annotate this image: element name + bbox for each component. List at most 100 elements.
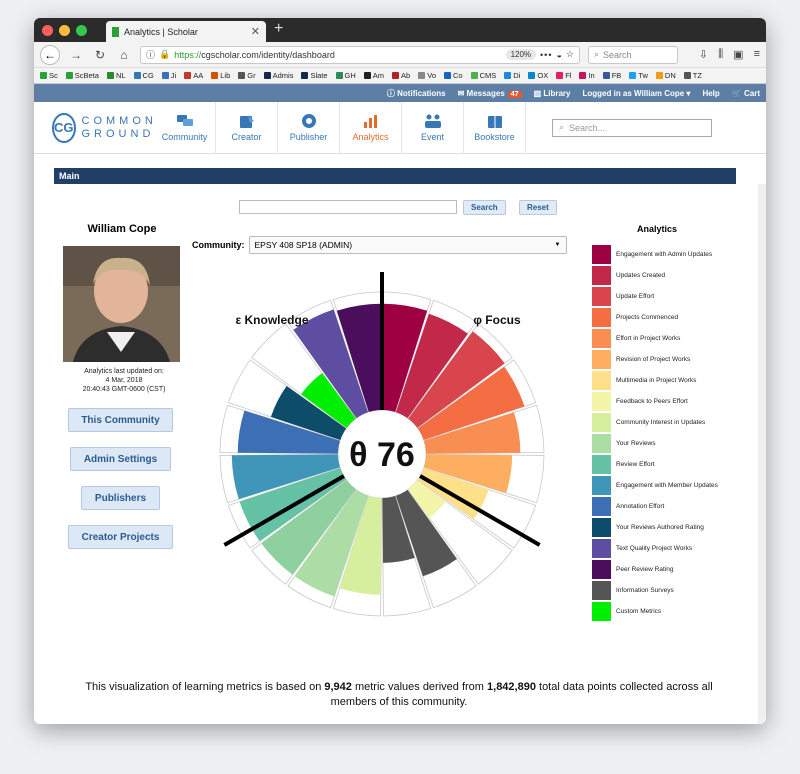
metric-segment[interactable] — [270, 385, 347, 441]
bookmark-item[interactable]: Vo — [418, 71, 436, 80]
bookmark-item[interactable]: DN — [655, 71, 676, 80]
metric-segment[interactable] — [336, 303, 382, 413]
metric-segment[interactable] — [237, 410, 341, 454]
metric-segment[interactable] — [408, 331, 505, 428]
site-search-input[interactable]: ⌕ Search... — [552, 118, 712, 137]
nav-bookstore[interactable]: Bookstore — [464, 101, 526, 154]
library-icon[interactable]: ⫼ — [718, 48, 724, 60]
page-scrollbar[interactable] — [758, 184, 766, 724]
reset-button[interactable]: Reset — [519, 200, 557, 215]
legend-label: Projects Commenced — [616, 313, 679, 321]
help-link[interactable]: Help — [702, 88, 720, 98]
sidebar-icon[interactable]: ▣ — [733, 49, 744, 61]
left-button-this-community[interactable]: This Community — [68, 408, 173, 432]
bookmarks-bar: Sc ScBeta NL CG Ji AA Lib Gr Admis Slate GH Am Ab Vo C… — [34, 68, 766, 84]
center-score: θ 76 — [349, 436, 415, 474]
downloads-icon[interactable]: ⇩ — [698, 49, 709, 61]
bookmark-star-icon[interactable]: ☆ — [565, 49, 574, 59]
search-button[interactable]: Search — [463, 200, 506, 215]
bookmark-item[interactable]: Fl — [556, 71, 571, 80]
bookmark-item[interactable]: Ab — [392, 71, 410, 80]
bookstore-icon — [487, 116, 502, 128]
menu-icon[interactable]: ≡ — [753, 48, 760, 60]
metric-segment[interactable] — [417, 366, 525, 441]
cart-link[interactable]: 🛒 Cart — [731, 88, 760, 98]
metric-segment[interactable] — [395, 313, 468, 419]
forward-icon[interactable]: → — [70, 47, 82, 62]
bookmark-item[interactable]: Gr — [238, 71, 256, 80]
metric-segment[interactable] — [382, 495, 415, 563]
browser-tab[interactable]: Analytics | Scholar ✕ — [106, 21, 266, 42]
messages-link[interactable]: ✉ Messages 47 — [458, 89, 522, 98]
bookmark-item[interactable]: Am — [363, 71, 384, 80]
page-actions-icon[interactable]: ••• — [540, 49, 553, 60]
bookmark-item[interactable]: FB — [602, 71, 621, 80]
zoom-window-button[interactable] — [76, 25, 87, 36]
bookmark-item[interactable]: Sc — [40, 71, 58, 80]
left-button-creator-projects[interactable]: Creator Projects — [68, 525, 173, 549]
left-button-admin-settings[interactable]: Admin Settings — [70, 447, 171, 471]
minimize-window-button[interactable] — [59, 25, 70, 36]
bookmark-item[interactable]: Slate — [301, 71, 328, 80]
metric-segment[interactable] — [294, 489, 369, 597]
community-select[interactable]: EPSY 408 SP18 (ADMIN) ▼ — [248, 236, 567, 254]
creator-icon — [239, 115, 254, 128]
bookmark-item[interactable]: Tw — [629, 71, 648, 80]
legend-item: Engagement with Member Updates — [592, 475, 732, 496]
home-icon[interactable]: ⌂ — [120, 47, 128, 62]
metric-segment[interactable] — [301, 373, 356, 428]
back-icon[interactable]: ← — [40, 44, 60, 65]
legend-label: Community Interest in Updates — [616, 418, 706, 426]
bookmark-item[interactable]: OX — [528, 71, 548, 80]
library-link[interactable]: ▥ Library — [533, 88, 571, 98]
metric-segment[interactable] — [231, 454, 341, 500]
nav-community[interactable]: Community — [154, 101, 216, 154]
bookmark-favicon-icon — [65, 72, 73, 79]
bookmark-item[interactable]: Co — [444, 71, 463, 80]
bookmark-item[interactable]: ScBeta — [65, 71, 99, 80]
metric-segment[interactable] — [261, 480, 356, 575]
left-button-publishers[interactable]: Publishers — [81, 486, 160, 510]
metric-segment[interactable] — [382, 303, 428, 413]
browser-search-input[interactable]: ⌕ Search — [588, 45, 678, 64]
bookmark-item[interactable]: CG — [133, 71, 154, 80]
bookmark-item[interactable]: CMS — [470, 71, 496, 80]
metric-segment[interactable] — [408, 480, 446, 518]
reload-icon[interactable]: ↻ — [94, 47, 106, 62]
bookmark-favicon-icon — [602, 72, 610, 79]
bookmark-item[interactable]: Di — [504, 71, 520, 80]
bookmark-item[interactable]: Ji — [161, 71, 176, 80]
bookmark-item[interactable]: Admis — [263, 71, 293, 80]
url-bar[interactable]: ⓘ 🔒 https://cgscholar.com/identity/dashb… — [140, 45, 580, 64]
close-tab-icon[interactable]: ✕ — [250, 26, 260, 38]
nav-event[interactable]: Event — [402, 101, 464, 154]
legend-swatch — [592, 350, 611, 369]
metric-segment[interactable] — [423, 412, 521, 454]
bookmark-label: Di — [513, 71, 521, 80]
bookmark-favicon-icon — [363, 72, 371, 79]
bookmark-item[interactable]: NL — [106, 71, 126, 80]
metric-segment[interactable] — [395, 489, 457, 577]
bookmark-label: Ab — [401, 71, 411, 80]
nav-creator[interactable]: Creator — [216, 101, 278, 154]
notifications-link[interactable]: ⓘ Notifications — [386, 88, 446, 98]
info-icon[interactable]: ⓘ — [146, 50, 156, 60]
metric-segment[interactable] — [423, 454, 513, 494]
bookmark-item[interactable]: AA — [184, 71, 203, 80]
nav-analytics[interactable]: Analytics — [340, 101, 402, 154]
nav-publisher[interactable]: Publisher — [278, 101, 340, 154]
dashboard-search-input[interactable] — [239, 200, 457, 214]
new-tab-icon[interactable]: + — [274, 20, 284, 37]
bookmark-item[interactable]: In — [579, 71, 595, 80]
bookmark-label: Gr — [247, 71, 256, 80]
close-window-button[interactable] — [42, 25, 53, 36]
zoom-level[interactable]: 120% — [505, 49, 537, 60]
metric-segment[interactable] — [293, 309, 369, 419]
bookmark-item[interactable]: Lib — [211, 71, 230, 80]
account-menu[interactable]: Logged in as William Cope ▾ — [582, 88, 691, 98]
bookmark-item[interactable]: TZ — [683, 71, 702, 80]
common-ground-logo[interactable]: CG COMMON GROUND — [34, 112, 154, 143]
bookmark-item[interactable]: GH — [335, 71, 356, 80]
metric-segment[interactable] — [339, 495, 382, 595]
pocket-icon[interactable]: ◒ — [556, 49, 562, 60]
